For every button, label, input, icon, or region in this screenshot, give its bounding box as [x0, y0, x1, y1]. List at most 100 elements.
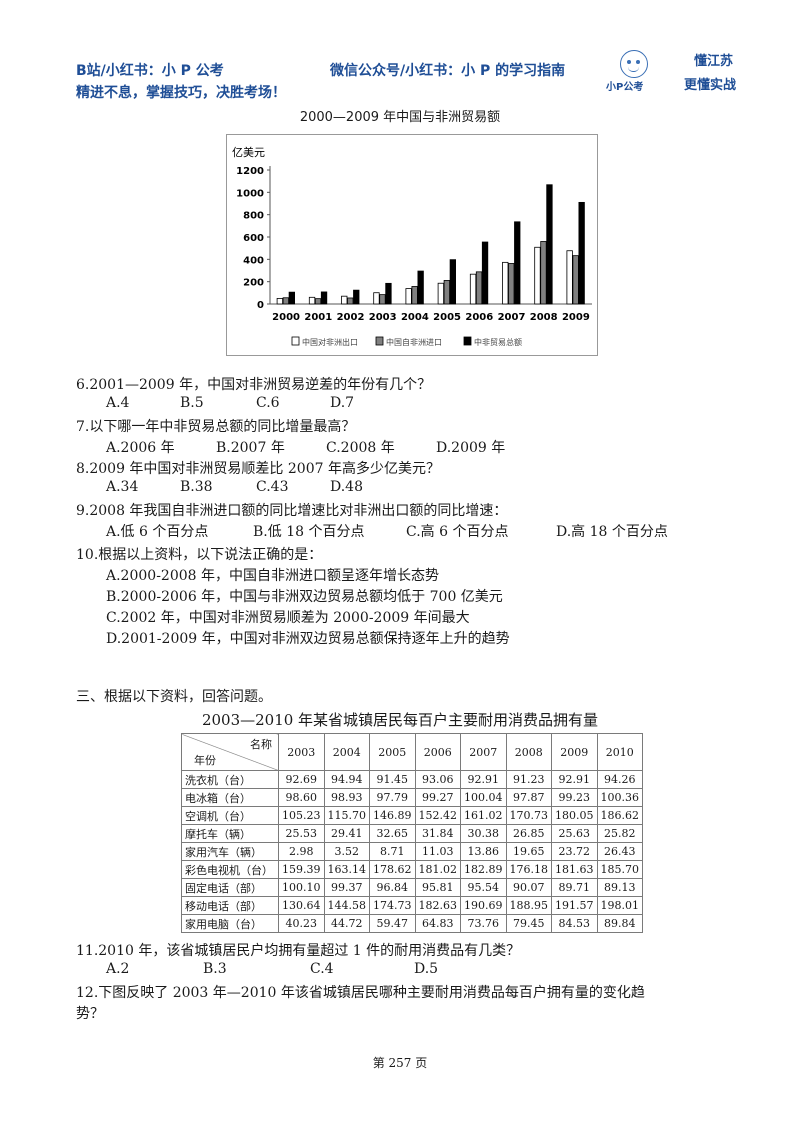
table-cell: 84.53 [551, 914, 598, 933]
y-tick-label: 1000 [236, 188, 264, 199]
q10-option-2: C.2002 年，中国对非洲贸易顺差为 2000-2009 年间最大 [106, 610, 470, 626]
bar-0-2004 [405, 288, 412, 305]
table-cell: 91.23 [505, 770, 552, 789]
x-tick-label: 2003 [369, 312, 397, 323]
bar-2-2001 [320, 291, 328, 305]
table-cell: 180.05 [551, 806, 598, 825]
table-row: 家用汽车（辆） 2.98 3.52 8.71 11.03 13.86 19.65 23.72 2… [181, 842, 643, 861]
header-line1-right: 微信公众号/小红书：小 P 的学习指南 [330, 63, 566, 79]
bar-2-2008 [546, 184, 553, 305]
table-row: 家用电脑（台） 40.23 44.72 59.47 64.83 73.76 79.45 84.… [181, 914, 643, 933]
table-cell: 98.60 [278, 788, 325, 807]
bar-0-2001 [308, 296, 316, 305]
table-cell: 97.79 [369, 788, 416, 807]
x-tick-label: 2001 [304, 312, 332, 323]
q10-option-3: D.2001-2009 年，中国对非洲双边贸易总额保持逐年上升的趋势 [106, 631, 510, 647]
x-tick-label: 2004 [401, 312, 429, 323]
q7-option-2: C.2008 年 [326, 440, 395, 456]
data-table: 名称 年份 2003 2004 2005 2006 2007 2008 2009 2010 洗… [181, 733, 643, 933]
table-cell: 2.98 [278, 842, 325, 861]
question-10: 10.根据以上资料，以下说法正确的是： [76, 547, 323, 563]
bar-1-2003 [379, 294, 386, 305]
table-cell: 92.91 [551, 770, 598, 789]
bar-0-2006 [469, 273, 477, 305]
x-tick-label: 2002 [337, 312, 365, 323]
bar-0-2007 [502, 261, 509, 305]
q11-option-3: D.5 [414, 961, 439, 977]
table-cell: 59.47 [369, 914, 416, 933]
x-tick-label: 2009 [562, 312, 590, 323]
table-cell: 95.81 [414, 878, 461, 897]
q9-option-1: B.低 18 个百分点 [253, 524, 365, 540]
row-label: 洗衣机（台） [181, 770, 279, 789]
table-cell: 89.84 [596, 914, 643, 933]
corner-bottom-label: 年份 [194, 754, 216, 767]
table-row: 摩托车（辆） 25.53 29.41 32.65 31.84 30.38 26.85 25.6… [181, 824, 643, 843]
table-cell: 100.10 [278, 878, 325, 897]
q11-option-0: A.2 [106, 961, 130, 977]
bar-2-2007 [514, 221, 521, 305]
bar-1-2005 [443, 280, 451, 305]
row-label: 电冰箱（台） [181, 788, 279, 807]
legend-swatch-2 [463, 336, 472, 346]
x-tick-label: 2000 [272, 312, 300, 323]
year-header: 2007 [460, 733, 507, 771]
question-8: 8.2009 年中国对非洲贸易顺差比 2007 年高多少亿美元？ [76, 461, 440, 477]
bar-2-2000 [288, 291, 295, 305]
table-cell: 182.63 [414, 896, 461, 915]
table-row: 移动电话（部） 130.64 144.58 174.73 182.63 190.69 188… [181, 896, 643, 915]
q11-option-1: B.3 [203, 961, 227, 977]
table-cell: 89.13 [596, 878, 643, 897]
table-cell: 178.62 [369, 860, 416, 879]
logo-subtitle: 小P公考 [606, 82, 644, 93]
q7-option-1: B.2007 年 [216, 440, 285, 456]
brand-logo: 小P公考 懂江苏 更懂实战 [606, 48, 742, 98]
table-cell: 99.37 [323, 878, 370, 897]
y-tick-label: 400 [243, 255, 264, 266]
table-cell: 98.93 [323, 788, 370, 807]
table-cell: 186.62 [596, 806, 643, 825]
table-cell: 188.95 [505, 896, 552, 915]
x-tick-label: 2007 [498, 312, 526, 323]
table-cell: 176.18 [505, 860, 552, 879]
q6-option-1: B.5 [180, 395, 204, 411]
question-6: 6.2001—2009 年，中国对非洲贸易逆差的年份有几个？ [76, 377, 432, 393]
question-12-continued: 势？ [76, 1006, 104, 1022]
q7-option-3: D.2009 年 [436, 440, 506, 456]
table-cell: 94.26 [596, 770, 643, 789]
legend-swatch-1 [375, 336, 384, 346]
table-row: 空调机（台） 105.23 115.70 146.89 152.42 161.02 170.… [181, 806, 643, 825]
table-cell: 23.72 [551, 842, 598, 861]
table-cell: 94.94 [323, 770, 370, 789]
table-cell: 3.52 [323, 842, 370, 861]
table-cell: 159.39 [278, 860, 325, 879]
year-header: 2006 [414, 733, 461, 771]
q9-option-2: C.高 6 个百分点 [406, 524, 509, 540]
table-cell: 144.58 [323, 896, 370, 915]
table-header-row: 名称 年份 2003 2004 2005 2006 2007 2008 2009 2010 [181, 733, 643, 771]
row-label: 固定电话（部） [181, 878, 279, 897]
table-cell: 40.23 [278, 914, 325, 933]
table-cell: 174.73 [369, 896, 416, 915]
year-header: 2010 [596, 733, 643, 771]
table-cell: 92.69 [278, 770, 325, 789]
q6-option-3: D.7 [330, 395, 355, 411]
bar-2-2006 [481, 241, 489, 305]
bar-1-2002 [347, 297, 354, 305]
bar-2-2004 [417, 270, 424, 305]
bar-0-2008 [534, 246, 541, 305]
table-cell: 130.64 [278, 896, 325, 915]
table-cell: 99.27 [414, 788, 461, 807]
table-cell: 146.89 [369, 806, 416, 825]
table-cell: 31.84 [414, 824, 461, 843]
table-corner: 名称 年份 [181, 733, 279, 771]
q9-option-3: D.高 18 个百分点 [556, 524, 668, 540]
table-cell: 170.73 [505, 806, 552, 825]
chart-frame [226, 134, 598, 356]
table-cell: 190.69 [460, 896, 507, 915]
legend-label-1: 中国自非洲进口 [386, 337, 442, 347]
y-tick-label: 800 [243, 211, 264, 222]
q9-option-0: A.低 6 个百分点 [106, 524, 209, 540]
bar-2-2009 [578, 201, 585, 305]
bar-0-2009 [566, 250, 573, 305]
